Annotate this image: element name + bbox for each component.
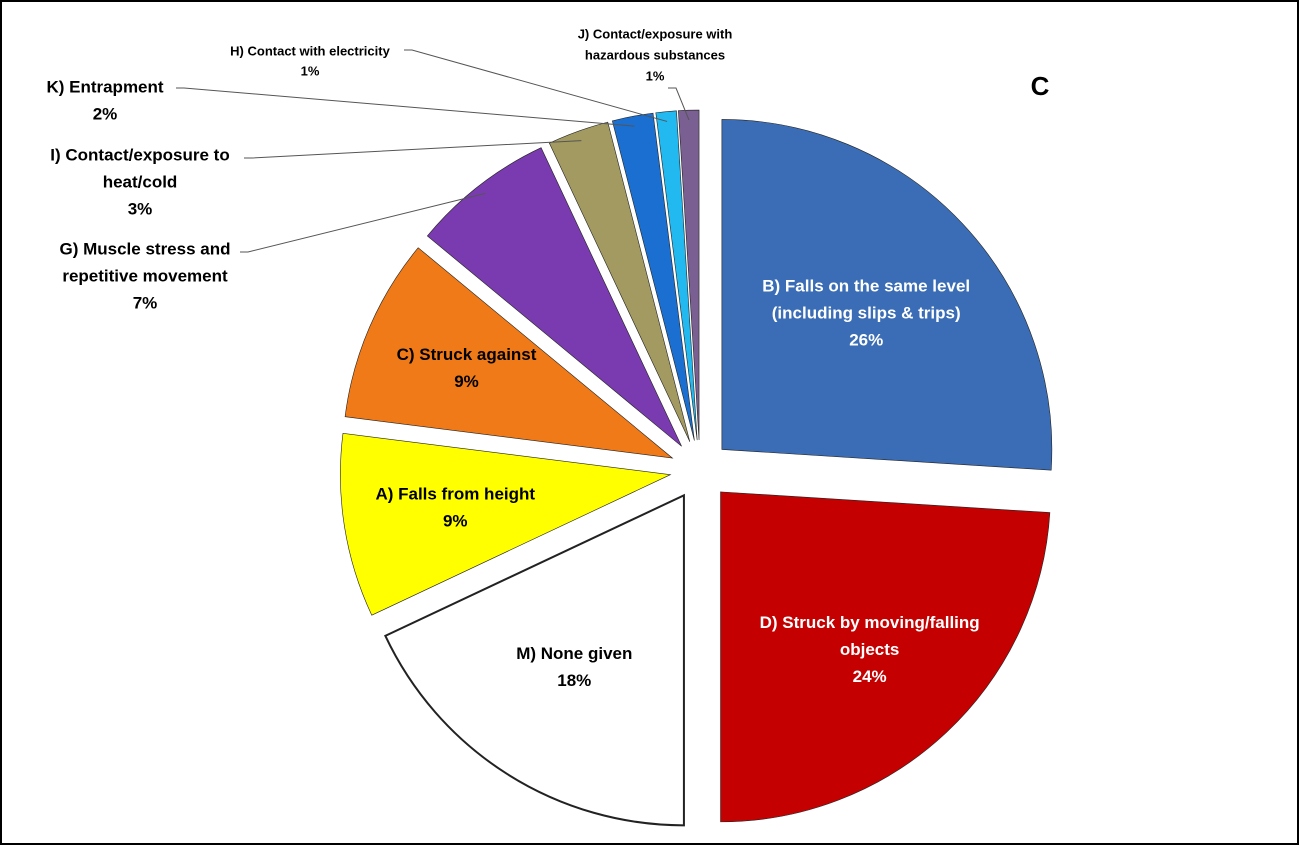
pie-slice — [655, 110, 698, 441]
value-label: 1% — [301, 63, 320, 78]
value-label: 9% — [454, 372, 479, 391]
pie-slice — [721, 119, 1053, 471]
pie-slice — [720, 491, 1051, 823]
slice-label: I) Contact/exposure to — [50, 145, 229, 164]
leader-line — [176, 87, 635, 127]
pie-slice — [426, 147, 682, 447]
value-label: 24% — [853, 667, 887, 686]
value-label: 18% — [557, 671, 591, 690]
slice-label: B) Falls on the same level — [762, 276, 970, 295]
slice-label: D) Struck by moving/falling — [760, 613, 980, 632]
slice-label: C) Struck against — [397, 345, 537, 364]
slice-label: J) Contact/exposure with — [578, 26, 733, 41]
pie-slice — [548, 121, 691, 442]
slice-label: G) Muscle stress and — [59, 239, 230, 258]
leader-line — [404, 49, 668, 122]
pie-slice — [678, 109, 700, 441]
slice-label: repetitive movement — [62, 266, 228, 285]
slice-label: A) Falls from height — [375, 485, 535, 504]
value-label: 26% — [849, 330, 883, 349]
slice-label: objects — [840, 640, 900, 659]
leader-line — [668, 87, 690, 121]
value-label: 2% — [93, 104, 118, 123]
slice-label: H) Contact with electricity — [230, 43, 390, 58]
leader-line — [244, 140, 582, 159]
value-label: 3% — [128, 199, 153, 218]
slice-label: M) None given — [516, 644, 632, 663]
value-label: 9% — [443, 512, 468, 531]
pie-slice — [384, 493, 685, 827]
pie-slice — [344, 247, 674, 459]
value-label: 7% — [133, 293, 158, 312]
value-label: 1% — [646, 68, 665, 83]
pie-slice — [340, 432, 672, 616]
slice-label: (including slips & trips) — [772, 303, 961, 322]
slice-label: K) Entrapment — [46, 77, 163, 96]
pie-slice — [611, 112, 695, 441]
slice-label: heat/cold — [103, 172, 178, 191]
leader-line — [240, 192, 486, 253]
chart-title: C — [1031, 71, 1050, 101]
slice-label: hazardous substances — [585, 47, 725, 62]
